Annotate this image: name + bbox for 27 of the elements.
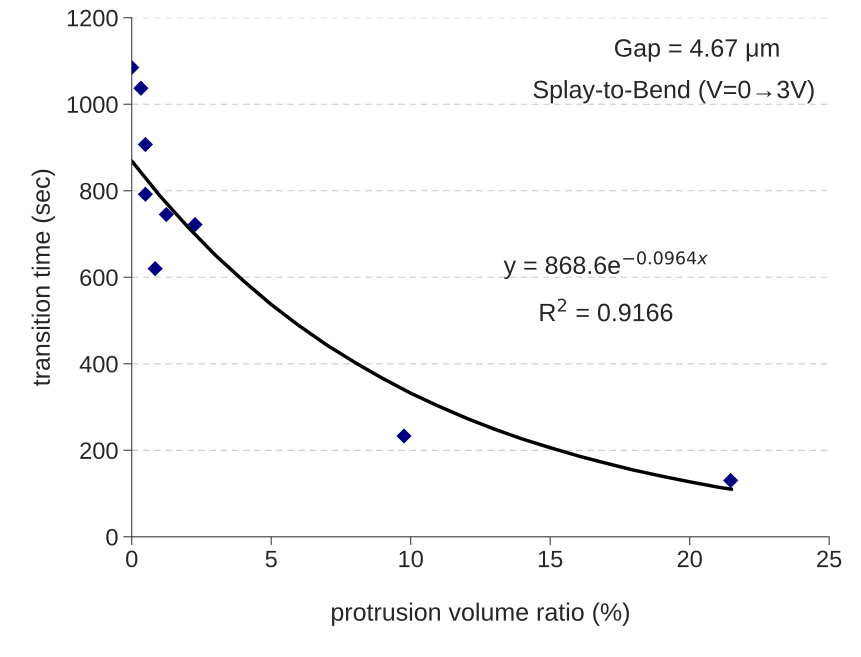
point: [723, 472, 738, 488]
y-axis-title: transition time (sec): [32, 170, 55, 386]
y-tick-label: 0: [106, 528, 118, 546]
y-tick-label: 1200: [68, 10, 118, 27]
annotation: y = 868.6e$^{−0.0964x}$: [504, 251, 708, 280]
y-tick-label: 600: [80, 269, 118, 286]
point: [187, 216, 203, 232]
x-tick-label: 0: [126, 550, 138, 568]
x-tick-label: 15: [538, 550, 562, 568]
x-axis-title: protrusion volume ratio (%): [332, 602, 629, 626]
point: [148, 260, 163, 276]
x-tick-label: 20: [678, 550, 702, 568]
y-tick-label: 200: [80, 442, 118, 460]
annotation: R$^{2}$ = 0.9166: [540, 298, 672, 322]
point: [133, 80, 149, 96]
y-tick-label: 1000: [68, 96, 118, 114]
point: [138, 186, 154, 202]
point: [138, 136, 154, 152]
point: [158, 206, 174, 222]
annotation: Gap = 4.67 μm: [615, 39, 779, 62]
x-tick-label: 10: [399, 550, 423, 568]
annotation: Splay-to-Bend (V=0→3V): [534, 80, 814, 104]
x-tick-label: 25: [817, 550, 842, 568]
y-tick-label: 400: [80, 356, 118, 373]
point: [396, 428, 412, 444]
x-tick-label: 5: [266, 550, 277, 568]
y-tick-label: 800: [80, 182, 118, 200]
